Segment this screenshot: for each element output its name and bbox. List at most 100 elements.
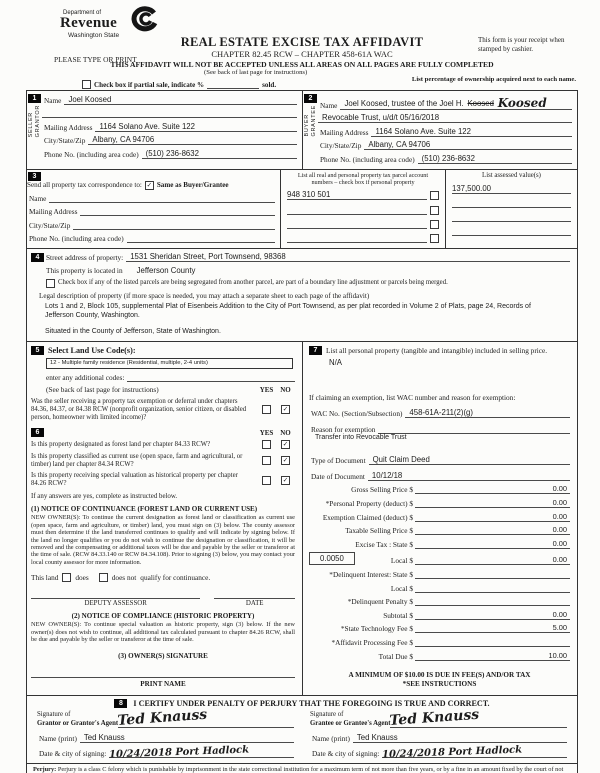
seller-phone-value: (510) 236-8632: [141, 149, 297, 159]
form-title: REAL ESTATE EXCISE TAX AFFIDAVIT: [180, 35, 424, 49]
form-content: Department of Revenue Washington State R…: [26, 6, 578, 773]
section-1-number: 1: [28, 94, 41, 103]
segregated-checkbox: [46, 279, 55, 289]
seller-name-value: Joel Koosed: [64, 95, 297, 105]
perjury-label: Perjury:: [33, 765, 57, 773]
seller-address-value: 1164 Solano Ave. Suite 122: [95, 122, 297, 132]
segregated-row: Check box if any of the listed parcels a…: [46, 279, 570, 289]
money-row-delinquent-interest-local: Local $: [309, 583, 570, 593]
reason-value: Transfer into Revocable Trust: [315, 433, 407, 441]
county-value: Jefferson County: [136, 266, 196, 276]
form-body: 1 SELLER GRANTOR Name Joel Koosed Mailin…: [26, 90, 578, 773]
deputy-assessor-label: DEPUTY ASSESSOR: [84, 600, 147, 608]
legal-description-label: Legal description of property (if more s…: [39, 292, 370, 301]
forest-land-question: Is this property designated as forest la…: [31, 440, 290, 450]
parcel-number-value: 948 310 501: [287, 190, 427, 201]
money-row-personal: *Personal Property (deduct) $0.00: [309, 498, 570, 509]
money-row-tech-fee: *State Technology Fee $5.00: [309, 623, 570, 634]
q-no-checkbox: ✓: [281, 456, 290, 466]
section-6-header: 6 YES NO: [31, 427, 295, 437]
grantee-signature-block: Signature of Grantee or Grantee's Agent …: [302, 707, 575, 760]
seller-csz-field: City/State/Zip Albany, CA 94706: [42, 135, 297, 146]
grantee-printed-name-field: Name (print) Ted Knauss: [310, 733, 567, 743]
grantor-date-handwritten: 10/24/2018 Port Hadlock: [109, 744, 250, 761]
money-row-exemption: Exemption Claimed (deduct) $0.00: [309, 512, 570, 522]
exemption-note: If claiming an exemption, list WAC numbe…: [309, 392, 516, 402]
print-name-label: PRINT NAME: [140, 679, 186, 688]
please-type-note: PLEASE TYPE OR PRINT: [54, 55, 137, 64]
does-not-checkbox: [98, 573, 108, 583]
personal-property-checkbox: [430, 191, 439, 201]
section-8-number: 8: [114, 699, 128, 709]
q-yes-checkbox: [262, 405, 271, 415]
landuse-tax-row: 5 Select Land Use Code(s): 12 - Multiple…: [27, 341, 577, 696]
minimum-due-note: A MINIMUM OF $10.00 IS DUE IN FEE(S) AND…: [348, 670, 531, 689]
correspondence-address-field: Mailing Address: [27, 206, 275, 217]
perjury-notice: Perjury: Perjury is a class C felony whi…: [27, 762, 577, 773]
yes-header: YES: [259, 386, 274, 395]
certify-row: 8 I CERTIFY UNDER PENALTY OF PERJURY THA…: [27, 696, 577, 709]
land-use-column: 5 Select Land Use Code(s): 12 - Multiple…: [27, 342, 302, 695]
assessed-value: 137,500.00: [452, 184, 571, 194]
personal-property-checkbox: [430, 205, 439, 215]
notice-compliance-title: (2) NOTICE OF COMPLIANCE (HISTORIC PROPE…: [71, 612, 255, 621]
tax-computation-column: 7 List all personal property (tangible a…: [302, 342, 577, 696]
agency-name: Department of Revenue Washington State: [60, 10, 119, 39]
buyer-phone-value: (510) 236-8632: [417, 154, 572, 164]
buyer-phone-field: Phone No. (including area code) (510) 23…: [318, 154, 572, 164]
partial-percent-line: [207, 79, 260, 89]
grantee-printed-name: Ted Knauss: [352, 733, 567, 743]
q-no-checkbox: ✓: [281, 475, 290, 485]
chapter-subtitle: CHAPTER 82.45 RCW – CHAPTER 458-61A WAC: [211, 49, 393, 59]
seller-vertical-label: SELLER: [28, 112, 34, 138]
money-row-gross: Gross Selling Price $0.00: [309, 484, 570, 495]
sold-label: sold.: [262, 81, 277, 89]
grantor-signature-block: Signature of Grantor or Grantor's Agent …: [29, 707, 302, 761]
grantor-date-field: Date & city of signing: 10/24/2018 Port …: [37, 744, 294, 761]
land-qualify-row: This land does does not qualify for cont…: [31, 573, 211, 583]
parcel-row: [287, 205, 439, 215]
buyer-name-struck: Koosed: [467, 99, 494, 108]
ownership-percentage-note: List percentage of ownership acquired ne…: [411, 76, 576, 83]
does-checkbox: [62, 573, 72, 583]
partial-sale-checkbox: [82, 80, 91, 89]
no-header: NO: [280, 386, 291, 395]
parcel-numbers-column: List all real and personal property tax …: [280, 169, 445, 249]
wac-value: 458-61A-211(2)(g): [405, 408, 570, 418]
q-yes-checkbox: [262, 440, 271, 450]
located-in-row: This property is located in Jefferson Co…: [46, 266, 196, 276]
legal-description-text: Lots 1 and 2, Block 105, supplemental Pl…: [45, 303, 531, 319]
seller-block: 1 SELLER GRANTOR Name Joel Koosed Mailin…: [27, 91, 302, 169]
parcel-row: 948 310 501: [287, 190, 439, 201]
yes-header: YES: [259, 428, 274, 437]
section-4-number: 4: [31, 253, 44, 263]
buyer-address-field: Mailing Address 1164 Solano Ave. Suite 1…: [318, 127, 572, 137]
seller-side-strip: 1 SELLER GRANTOR: [27, 94, 42, 164]
street-address-field: 4 Street address of property: 1531 Sheri…: [31, 252, 570, 263]
perjury-body: Perjury is a class C felony which is pun…: [57, 765, 564, 773]
q-yes-checkbox: [262, 456, 271, 466]
historic-property-question: Is this property receiving special valua…: [31, 472, 290, 488]
correspondence-phone-field: Phone No. (including area code): [27, 233, 275, 244]
assessed-column-header: List assessed value(s): [482, 171, 541, 179]
date-label: DATE: [245, 600, 264, 608]
receipt-note: This form is your receipt when stamped b…: [478, 36, 565, 53]
section-7-header: 7 List all personal property (tangible a…: [309, 346, 570, 356]
dept-of-label: Department of: [63, 10, 102, 16]
money-row-total-due: Total Due $10.00: [309, 651, 570, 661]
send-correspondence-row: Send all property tax correspondence to:…: [27, 180, 229, 190]
street-address-value: 1531 Sheridan Street, Port Townsend, 983…: [126, 252, 570, 263]
same-as-buyer-label: Same as Buyer/Grantee: [156, 181, 229, 190]
grantor-signature-field: Signature of Grantor or Grantor's Agent …: [37, 707, 294, 729]
doc-type-field: Type of Document Quit Claim Deed: [309, 455, 570, 465]
section-6-number: 6: [31, 427, 44, 437]
revenue-label: Revenue: [60, 15, 118, 31]
buyer-side-strip: 2 BUYER GRANTEE: [303, 94, 318, 164]
deputy-assessor-row: DEPUTY ASSESSOR DATE: [31, 598, 295, 607]
money-row-subtotal: Subtotal $0.00: [309, 610, 570, 620]
see-back-note: (See back of last page for instructions): [204, 69, 308, 76]
correspondence-csz-field: City/State/Zip: [27, 220, 275, 230]
washington-state-label: Washington State: [68, 32, 120, 39]
assessed-row: [452, 212, 571, 223]
